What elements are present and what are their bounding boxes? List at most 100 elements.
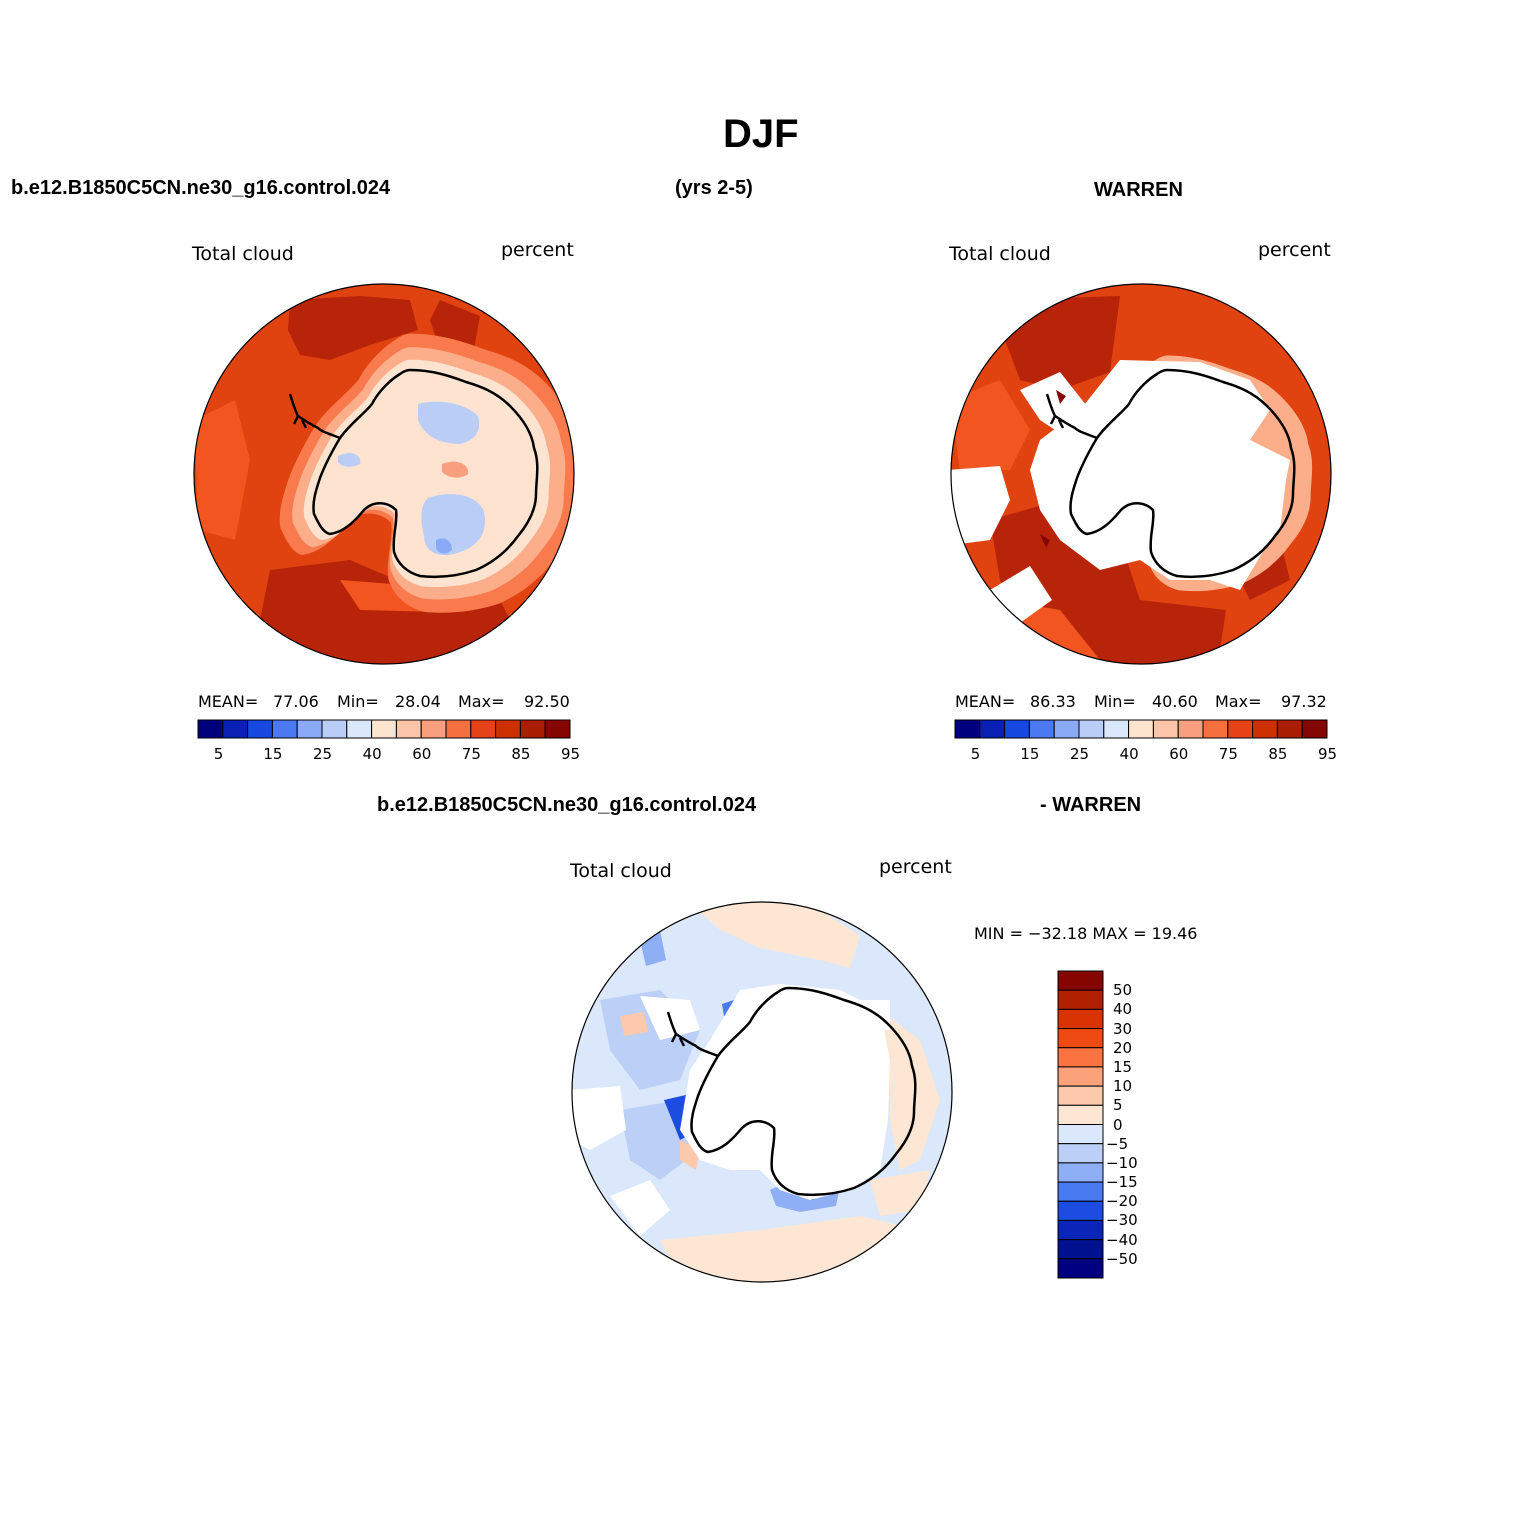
panel2-mean: 86.33 [1030, 692, 1076, 711]
colorbar-box [371, 719, 397, 739]
colorbar-box [1057, 1258, 1104, 1279]
panel2-max: 97.32 [1281, 692, 1327, 711]
panel2-variable: Total cloud [949, 243, 1051, 265]
colorbar-tick-label: 5 [1113, 1096, 1123, 1115]
colorbar-box [445, 719, 472, 739]
colorbar-tick-label: −50 [1106, 1249, 1138, 1268]
diff-minmax: MIN = −32.18 MAX = 19.46 [974, 924, 1198, 943]
colorbar-tick-label: 40 [1113, 1000, 1133, 1019]
panel2-mean-label: MEAN= [955, 692, 1016, 711]
colorbar-box [1057, 1239, 1104, 1260]
colorbar-box [247, 719, 273, 739]
colorbar-tick-label: 0 [1113, 1115, 1123, 1134]
colorbar-box [519, 719, 546, 739]
colorbar-panel1 [197, 719, 571, 739]
colorbar-tick-label: 85 [1268, 745, 1288, 763]
colorbar-box [346, 719, 373, 739]
colorbar-box [296, 719, 323, 739]
colorbar-box [321, 719, 348, 739]
colorbar-box [1252, 719, 1278, 739]
colorbar-tick-label: 15 [1020, 745, 1040, 763]
diff-variable: Total cloud [570, 860, 672, 882]
panel1-mean-label: MEAN= [198, 692, 259, 711]
panel1-min: 28.04 [395, 692, 441, 711]
colorbar-box [1301, 719, 1328, 739]
diff-units: percent [879, 856, 952, 878]
colorbar-box [1202, 719, 1229, 739]
colorbar-box [1057, 1047, 1104, 1068]
colorbar-box [1227, 719, 1254, 739]
colorbar-box [1053, 719, 1080, 739]
diff-obs-name: - WARREN [1040, 794, 1142, 816]
colorbar-tick-label: 15 [1113, 1057, 1133, 1076]
colorbar-box [954, 719, 981, 739]
colorbar-box [470, 719, 497, 739]
colorbar-box [1004, 719, 1030, 739]
panel1-units: percent [501, 239, 574, 261]
panel1-map [194, 284, 574, 664]
colorbar-diff [1057, 970, 1104, 1279]
colorbar-box [1276, 719, 1303, 739]
colorbar-tick-label: 50 [1113, 981, 1133, 1000]
colorbar-box [1103, 719, 1130, 739]
colorbar-box [1028, 719, 1055, 739]
years-label: (yrs 2-5) [675, 177, 753, 199]
colorbar-tick-label: −30 [1106, 1211, 1138, 1230]
colorbar-tick-label: 30 [1113, 1019, 1133, 1038]
panel1-max: 92.50 [524, 692, 570, 711]
colorbar-tick-label: 40 [1119, 745, 1139, 763]
colorbar-box [1057, 1200, 1104, 1221]
diff-frame [571, 901, 953, 1283]
panel1-max-label: Max= [458, 692, 505, 711]
colorbar-box [1057, 1143, 1104, 1164]
colorbar-tick-label: 75 [461, 745, 481, 763]
panel1-mean: 77.06 [273, 692, 319, 711]
panel2-max-label: Max= [1215, 692, 1262, 711]
colorbar-box [495, 719, 521, 739]
colorbar-tick-label: 25 [313, 745, 333, 763]
colorbar-box [271, 719, 298, 739]
colorbar-box [1057, 1181, 1104, 1202]
colorbar-tick-label: −20 [1106, 1192, 1138, 1211]
colorbar-box [222, 719, 249, 739]
colorbar-tick-label: 75 [1218, 745, 1238, 763]
page-title: DJF [723, 112, 799, 156]
colorbar-tick-label: 40 [362, 745, 382, 763]
colorbar-tick-label: 25 [1070, 745, 1090, 763]
colorbar-box [420, 719, 447, 739]
panel2-min: 40.60 [1152, 692, 1198, 711]
colorbar-tick-label: 5 [970, 745, 981, 763]
colorbar-box [1128, 719, 1154, 739]
colorbar-tick-label: 60 [412, 745, 432, 763]
colorbar-tick-label: −10 [1106, 1153, 1138, 1172]
case-name: b.e12.B1850C5CN.ne30_g16.control.024 [11, 177, 391, 199]
colorbar-box [1057, 1219, 1104, 1241]
panel1-min-label: Min= [337, 692, 379, 711]
panel2-frame [950, 283, 1332, 665]
colorbar-box [395, 719, 422, 739]
colorbar-tick-label: 15 [263, 745, 283, 763]
colorbar-tick-label: 85 [511, 745, 531, 763]
colorbar-tick-label: −5 [1106, 1134, 1129, 1153]
panel1-variable: Total cloud [192, 243, 294, 265]
colorbar-tick-label: 60 [1169, 745, 1189, 763]
colorbar-box [197, 719, 224, 739]
colorbar-box [1057, 1008, 1104, 1030]
diff-case-name: b.e12.B1850C5CN.ne30_g16.control.024 [377, 794, 757, 816]
colorbar-box [1078, 719, 1105, 739]
colorbar-box [1057, 970, 1104, 991]
panel2-map [951, 284, 1331, 664]
colorbar-tick-label: 20 [1113, 1038, 1133, 1057]
panel1-frame [193, 283, 575, 665]
colorbar-tick-label: 10 [1113, 1077, 1133, 1096]
colorbar-box [1057, 989, 1104, 1010]
colorbar-box [1177, 719, 1204, 739]
colorbar-tick-label: −40 [1106, 1230, 1138, 1249]
panel2-min-label: Min= [1094, 692, 1136, 711]
colorbar-box [979, 719, 1006, 739]
colorbar-tick-label: 95 [561, 745, 581, 763]
colorbar-tick-label: 95 [1318, 745, 1338, 763]
colorbar-box [1057, 1104, 1104, 1125]
colorbar-box [1057, 1028, 1104, 1049]
